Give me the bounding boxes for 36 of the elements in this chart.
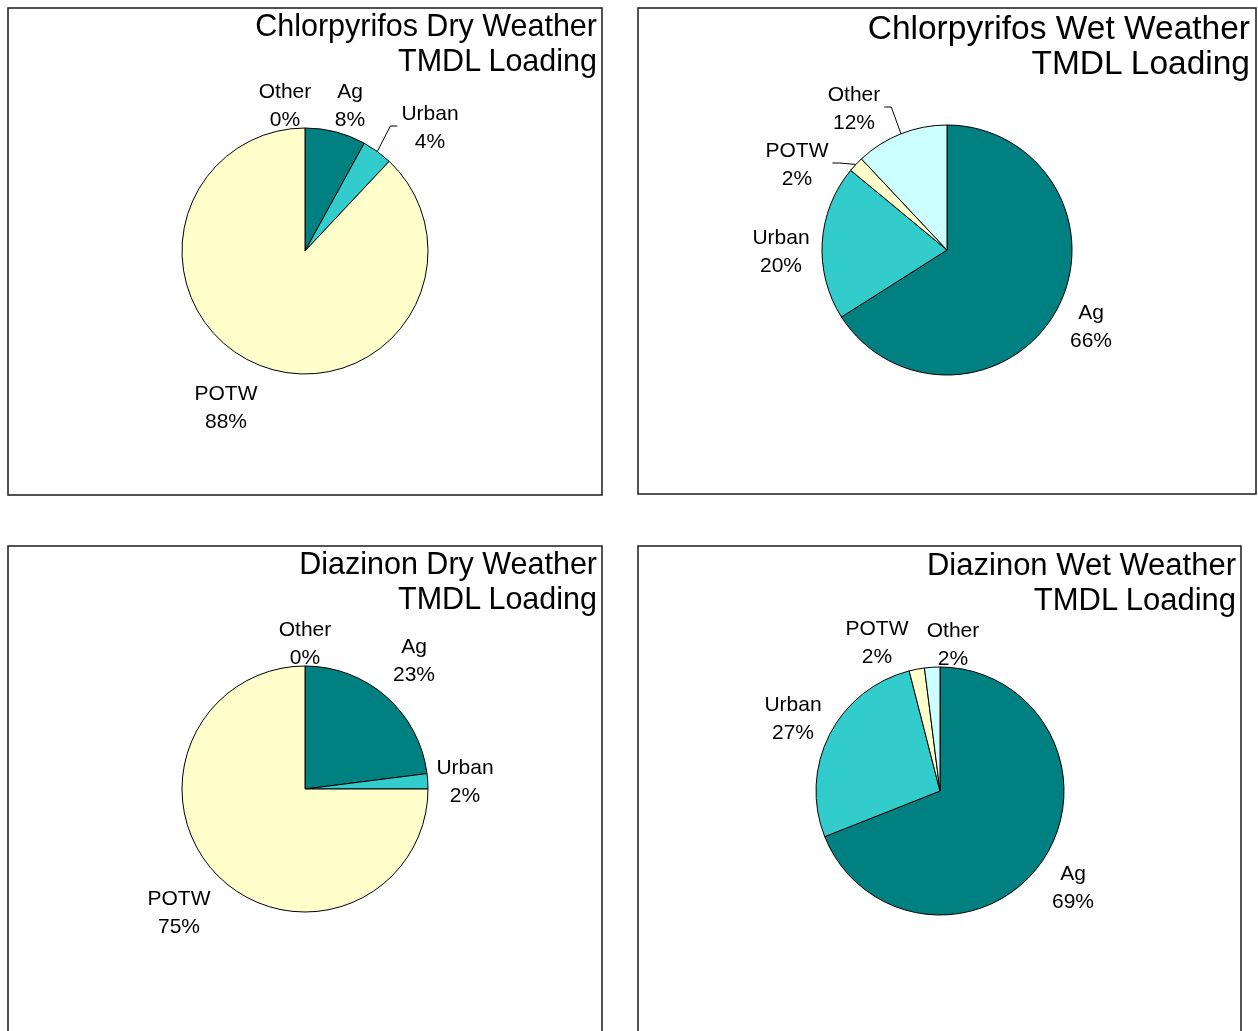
slice-label: Urban: [401, 100, 459, 124]
slice-label: Ag: [1060, 860, 1086, 884]
data-label: 23%: [392, 661, 436, 685]
slice-label: Ag: [401, 633, 427, 657]
slice-label: Other: [827, 81, 881, 105]
data-label: 2%: [937, 645, 969, 669]
chart-title: Chlorpyrifos Dry Weather TMDL Loading: [255, 8, 597, 78]
text: 0%: [289, 644, 321, 668]
slice-label: Other: [926, 617, 980, 641]
data-label: 88%: [204, 408, 248, 431]
slice-label: POTW: [147, 885, 211, 908]
slice-label: Urban: [752, 224, 810, 248]
chart-title: Diazinon Dry Weather TMDL Loading: [299, 546, 597, 616]
data-label: 2%: [449, 782, 481, 806]
data-label: 12%: [832, 109, 876, 133]
category-label: Other: [258, 78, 312, 102]
data-label: 8%: [334, 106, 366, 130]
text: 0%: [269, 106, 301, 130]
data-label: 66%: [1069, 327, 1113, 350]
data-label: 2%: [861, 643, 893, 667]
slice-label: POTW: [765, 137, 829, 161]
chart-title: Chlorpyrifos Wet Weather TMDL Loading: [867, 9, 1250, 81]
data-label: 2%: [781, 165, 813, 189]
category-label: Other: [278, 616, 332, 640]
slice-label: Urban: [436, 754, 494, 778]
slice-label: Urban: [764, 691, 822, 715]
data-label: 75%: [157, 913, 201, 936]
chart-title: Diazinon Wet Weather TMDL Loading: [926, 547, 1236, 617]
slice-label: POTW: [845, 615, 909, 639]
data-label: 20%: [759, 252, 803, 276]
data-label: 27%: [771, 719, 815, 743]
slice-label: Ag: [337, 78, 363, 102]
slice-label: Ag: [1078, 299, 1104, 322]
slice-label: POTW: [194, 380, 258, 403]
data-label: 4%: [414, 128, 446, 152]
data-label: 69%: [1051, 888, 1095, 912]
